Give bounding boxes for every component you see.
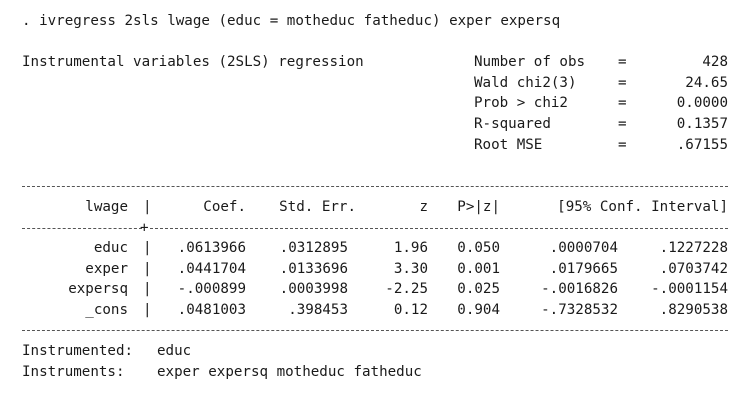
header-z: z <box>419 199 428 215</box>
row-ci-low: -.7328532 <box>541 302 618 318</box>
stat-eq: = <box>618 137 627 153</box>
table-bottom-rule <box>22 330 728 331</box>
row-var: exper <box>85 261 128 277</box>
stat-value: 0.1357 <box>676 116 728 132</box>
row-se: .398453 <box>288 302 348 318</box>
row-ci-low: .0000704 <box>549 240 618 256</box>
stat-eq: = <box>618 75 627 91</box>
header-p: P>|z| <box>457 199 500 215</box>
row-ci-high: .8290538 <box>659 302 728 318</box>
row-var: _cons <box>85 302 128 318</box>
row-var: expersq <box>68 281 128 297</box>
stat-label: R-squared <box>474 116 551 132</box>
row-var: educ <box>93 240 128 256</box>
row-p: 0.001 <box>457 261 500 277</box>
row-coef: -.000899 <box>177 281 246 297</box>
command-line: . ivregress 2sls lwage (educ = motheduc … <box>22 13 561 29</box>
stat-label: Number of obs <box>474 54 586 70</box>
stat-value: 428 <box>702 54 728 70</box>
header-depvar: lwage <box>85 199 128 215</box>
stat-value: 24.65 <box>685 75 728 91</box>
instruments-value: exper expersq motheduc fatheduc <box>157 364 422 380</box>
stat-value: .67155 <box>676 137 728 153</box>
header-ci: [95% Conf. Interval] <box>557 199 728 215</box>
row-ci-high: .1227228 <box>659 240 728 256</box>
column-separator: | <box>143 240 152 256</box>
row-p: 0.904 <box>457 302 500 318</box>
header-coef: Coef. <box>203 199 246 215</box>
row-se: .0312895 <box>279 240 348 256</box>
row-ci-high: -.0001154 <box>651 281 728 297</box>
stat-eq: = <box>618 116 627 132</box>
row-ci-low: .0179665 <box>549 261 618 277</box>
stat-eq: = <box>618 54 627 70</box>
row-p: 0.050 <box>457 240 500 256</box>
stat-eq: = <box>618 95 627 111</box>
stat-label: Prob > chi2 <box>474 95 568 111</box>
row-ci-low: -.0016826 <box>541 281 618 297</box>
regression-title: Instrumental variables (2SLS) regression <box>22 54 364 70</box>
column-separator: | <box>143 281 152 297</box>
row-z: 3.30 <box>393 261 428 277</box>
header-se: Std. Err. <box>279 199 356 215</box>
row-se: .0133696 <box>279 261 348 277</box>
instrumented-label: Instrumented: <box>22 343 134 359</box>
row-z: -2.25 <box>385 281 428 297</box>
column-separator: | <box>143 261 152 277</box>
row-ci-high: .0703742 <box>659 261 728 277</box>
instruments-label: Instruments: <box>22 364 125 380</box>
row-coef: .0441704 <box>177 261 246 277</box>
row-z: 0.12 <box>393 302 428 318</box>
instrumented-value: educ <box>157 343 192 359</box>
header-rule-left <box>22 228 142 229</box>
row-se: .0003998 <box>279 281 348 297</box>
column-separator: | <box>143 302 152 318</box>
stat-label: Root MSE <box>474 137 543 153</box>
row-coef: .0613966 <box>177 240 246 256</box>
stat-value: 0.0000 <box>676 95 728 111</box>
table-top-rule <box>22 186 728 187</box>
row-coef: .0481003 <box>177 302 246 318</box>
stat-label: Wald chi2(3) <box>474 75 577 91</box>
header-rule-cross: + <box>140 220 149 236</box>
row-p: 0.025 <box>457 281 500 297</box>
row-z: 1.96 <box>393 240 428 256</box>
column-separator: | <box>143 199 152 215</box>
header-rule-right <box>150 228 728 229</box>
